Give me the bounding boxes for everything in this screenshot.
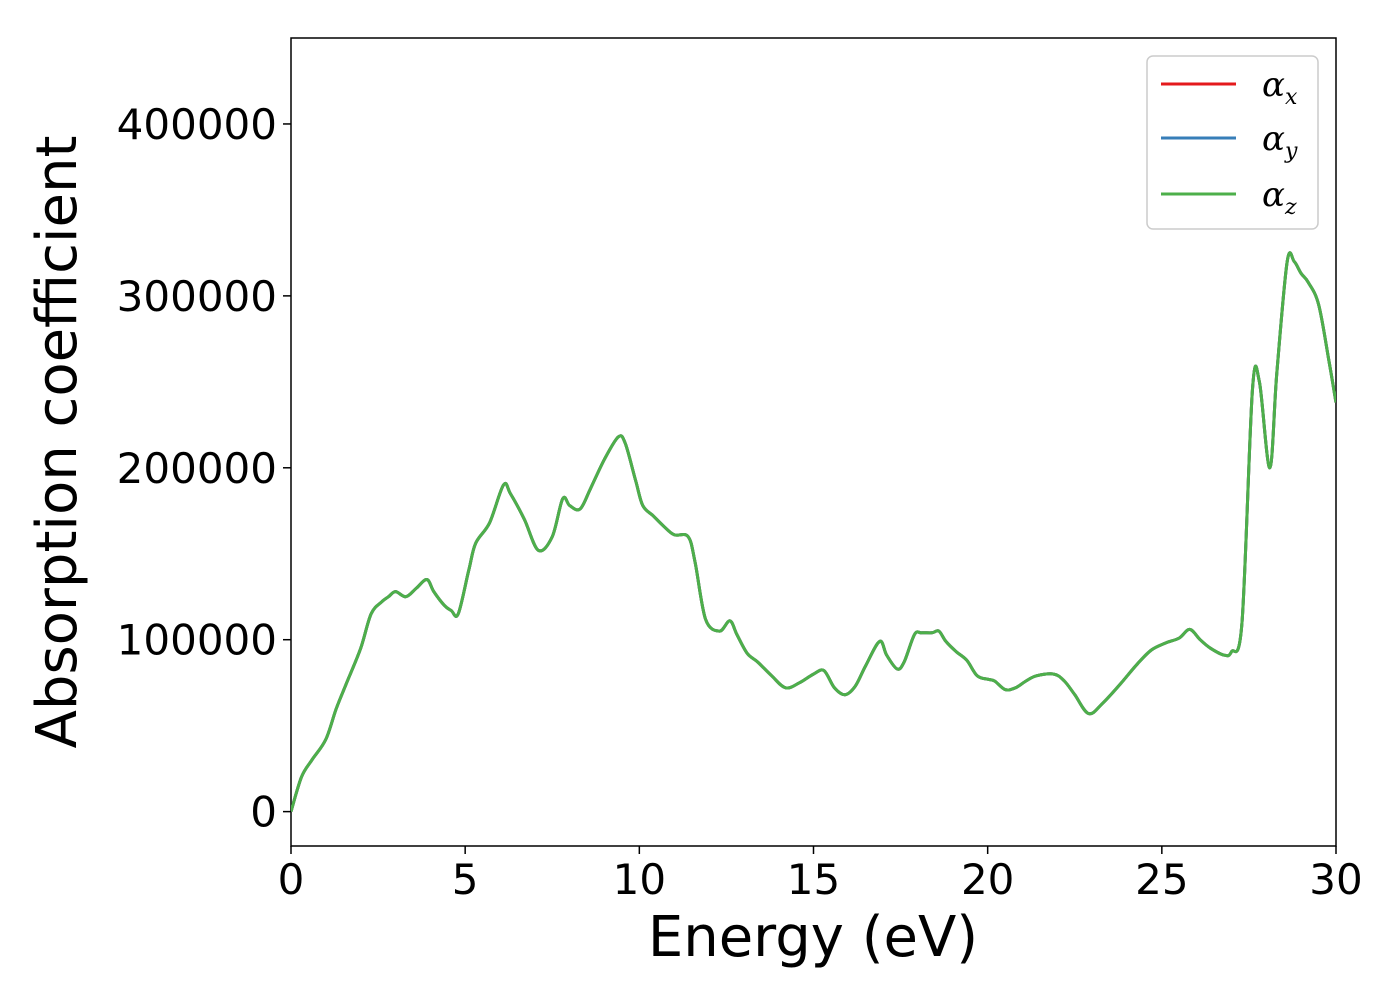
- y-axis-ticks: 0 100000 200000 300000 400000: [117, 100, 291, 837]
- x-tick-label: 25: [1135, 855, 1188, 904]
- legend-label-alpha-y: αy: [1262, 119, 1298, 164]
- legend-box: [1146, 55, 1319, 230]
- y-axis-title: Absorption coefficient: [25, 136, 90, 749]
- x-tick-label: 10: [613, 855, 666, 904]
- x-axis-title: Energy (eV): [648, 905, 978, 970]
- x-tick-label: 5: [452, 855, 479, 904]
- series-layer: [291, 251, 1336, 813]
- x-axis-ticks: 0 5 10 15 20 25 30: [278, 846, 1363, 904]
- x-tick-label: 0: [278, 855, 305, 904]
- y-tick-label: 100000: [117, 616, 277, 665]
- x-tick-label: 20: [961, 855, 1014, 904]
- y-tick-label: 300000: [117, 272, 277, 321]
- legend-label-alpha-x: αx: [1262, 65, 1298, 110]
- y-tick-label: 200000: [117, 444, 277, 493]
- x-tick-label: 15: [787, 855, 840, 904]
- series-line-alpha-z: [291, 251, 1336, 813]
- legend-label-alpha-z: αz: [1262, 175, 1297, 220]
- x-tick-label: 30: [1309, 855, 1362, 904]
- y-tick-label: 0: [250, 788, 277, 837]
- legend: αx αy αz: [1146, 55, 1319, 230]
- y-tick-label: 400000: [117, 100, 277, 149]
